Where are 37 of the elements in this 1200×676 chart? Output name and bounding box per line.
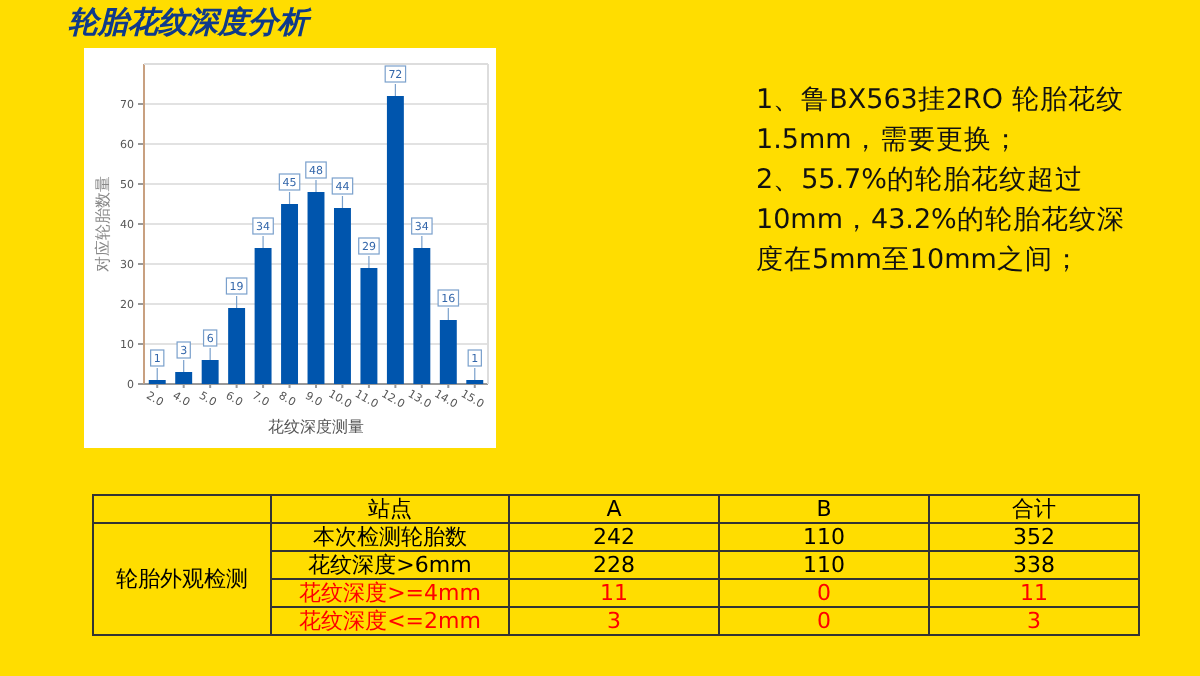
category-label: 本次检测轮胎数 (313, 524, 467, 550)
y-axis-title: 对应轮胎数量 (94, 176, 112, 272)
bar (281, 204, 299, 384)
category-label: 花纹深度>=4mm (299, 580, 481, 606)
bar (307, 192, 325, 384)
text: 110 (803, 552, 845, 578)
category-label: A (509, 495, 719, 523)
text: 352 (1013, 524, 1055, 550)
bar (439, 320, 457, 384)
category-label: 站点 (271, 495, 509, 523)
x-axis-title: 花纹深度测量 (268, 418, 364, 436)
text: 轮胎外观检测 (93, 523, 271, 635)
category-label: 合计 (929, 495, 1139, 523)
text: 0 (817, 580, 831, 606)
text: 2、55.7%的轮胎花纹超过10mm，43.2%的轮胎花纹深度在5mm至10mm之间； (756, 162, 1127, 280)
bar (413, 248, 431, 384)
text: 3 (1027, 608, 1041, 634)
bar (228, 308, 246, 384)
category-label: 花纹深度<=2mm (299, 608, 481, 634)
text: 338 (1013, 552, 1055, 578)
text: 11 (600, 580, 628, 606)
text: 0 (817, 608, 831, 634)
text: 11 (1020, 580, 1048, 606)
chart-title: 轮胎花纹深度分析 (68, 4, 308, 42)
text: 3 (607, 608, 621, 634)
bar (386, 96, 404, 384)
bar (360, 268, 378, 384)
text: 228 (593, 552, 635, 578)
text: 242 (593, 524, 635, 550)
bar (254, 248, 272, 384)
text: 1、鲁BX563挂2RO 轮胎花纹1.5mm，需要更换； (756, 82, 1126, 160)
bar (201, 360, 219, 384)
text: 110 (803, 524, 845, 550)
category-label: 花纹深度>6mm (308, 552, 472, 578)
bar (333, 208, 351, 384)
category-label: B (719, 495, 929, 523)
bar (175, 372, 193, 384)
